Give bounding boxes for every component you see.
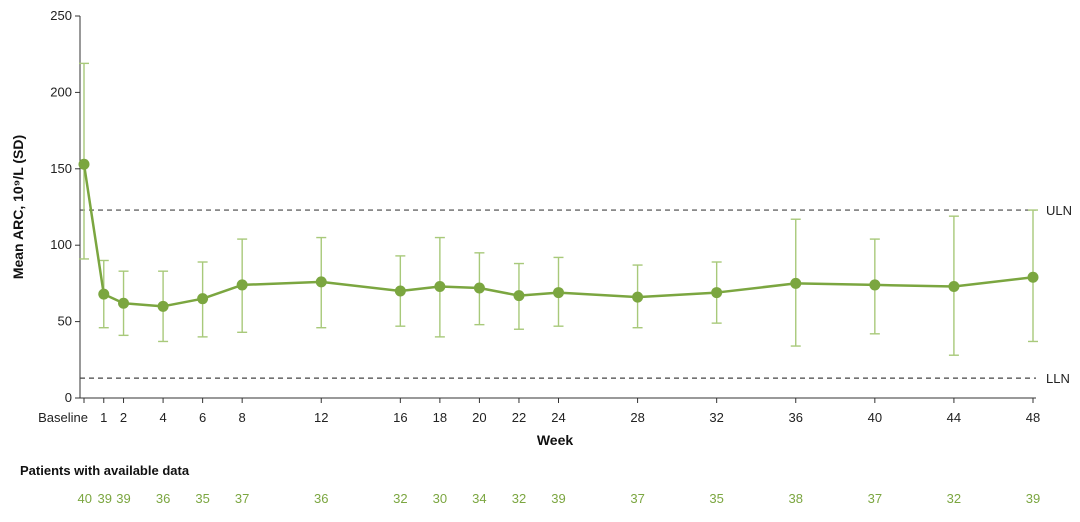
patient-count-12: 37 xyxy=(630,491,644,506)
data-point-13 xyxy=(711,287,723,299)
patient-count-17: 39 xyxy=(1026,491,1040,506)
patient-count-13: 35 xyxy=(709,491,723,506)
x-tick-label-9: 20 xyxy=(472,410,486,425)
y-tick-label-0: 0 xyxy=(65,390,72,405)
y-axis-title: Mean ARC, 10⁹/L (SD) xyxy=(10,135,26,279)
data-point-7 xyxy=(394,285,406,297)
ref-label-uln: ULN xyxy=(1046,203,1072,218)
x-tick-label-7: 16 xyxy=(393,410,407,425)
x-tick-label-11: 24 xyxy=(551,410,565,425)
x-axis: Baseline 1 2 4 6 8 12 16 18 20 22 24 28 32 36 40 44 48 xyxy=(38,397,1040,425)
data-point-5 xyxy=(236,279,248,291)
data-point-0 xyxy=(78,158,90,170)
data-point-14 xyxy=(790,277,802,289)
patient-count-6: 36 xyxy=(314,491,328,506)
data-point-11 xyxy=(553,287,564,299)
series-line xyxy=(82,164,1034,308)
patient-count-3: 36 xyxy=(156,491,170,506)
x-tick-label-17: 48 xyxy=(1026,410,1040,425)
data-point-15 xyxy=(869,279,881,291)
data-point-6 xyxy=(315,276,327,288)
patient-count-2: 39 xyxy=(116,491,130,506)
error-bars xyxy=(79,62,1038,356)
y-axis: 0 50 100 150 200 250 xyxy=(50,8,81,405)
reference-lines: ULN LLN xyxy=(80,203,1072,386)
data-point-17 xyxy=(1027,271,1039,283)
x-tick-label-3: 4 xyxy=(159,410,166,425)
data-point-4 xyxy=(197,293,209,305)
x-tick-label-14: 36 xyxy=(789,410,803,425)
patient-count-14: 38 xyxy=(789,491,803,506)
x-tick-label-6: 12 xyxy=(314,410,328,425)
data-point-12 xyxy=(632,291,644,303)
patient-count-10: 32 xyxy=(512,491,526,506)
ref-label-lln: LLN xyxy=(1046,371,1070,386)
data-point-16 xyxy=(948,280,960,292)
data-point-10 xyxy=(513,290,525,302)
patient-count-16: 32 xyxy=(947,491,961,506)
patient-count-11: 39 xyxy=(551,491,565,506)
patient-count-8: 30 xyxy=(433,491,447,506)
x-tick-label-1: 1 xyxy=(100,410,107,425)
series-polyline xyxy=(82,164,1034,308)
patients-counts: 40 39 39 36 35 37 36 32 30 34 32 39 37 35 38 37 32 39 xyxy=(78,491,1041,506)
data-point-3 xyxy=(157,300,169,312)
data-points xyxy=(78,158,1039,312)
patient-count-15: 37 xyxy=(868,491,882,506)
x-tick-label-2: 2 xyxy=(120,410,127,425)
patient-count-7: 32 xyxy=(393,491,407,506)
x-tick-label-0: Baseline xyxy=(38,410,88,425)
x-tick-label-15: 40 xyxy=(868,410,882,425)
y-tick-label-1: 50 xyxy=(58,314,72,329)
x-tick-label-16: 44 xyxy=(947,410,961,425)
patients-title: Patients with available data xyxy=(20,463,190,478)
patient-count-1: 39 xyxy=(98,491,112,506)
patient-count-9: 34 xyxy=(472,491,486,506)
x-tick-label-13: 32 xyxy=(709,410,723,425)
y-tick-label-5: 250 xyxy=(50,8,72,23)
x-tick-label-10: 22 xyxy=(512,410,526,425)
x-tick-label-5: 8 xyxy=(239,410,246,425)
y-tick-label-4: 200 xyxy=(50,84,72,99)
patient-count-4: 35 xyxy=(195,491,209,506)
data-point-1 xyxy=(98,288,110,300)
y-tick-label-3: 150 xyxy=(50,161,72,176)
patient-count-5: 37 xyxy=(235,491,249,506)
data-point-9 xyxy=(473,282,485,294)
x-tick-label-8: 18 xyxy=(433,410,447,425)
data-point-8 xyxy=(434,280,446,292)
data-point-2 xyxy=(118,297,130,309)
patient-count-0: 40 xyxy=(78,491,92,506)
x-axis-title: Week xyxy=(537,432,574,448)
x-tick-label-12: 28 xyxy=(630,410,644,425)
y-tick-label-2: 100 xyxy=(50,237,72,252)
x-tick-label-4: 6 xyxy=(199,410,206,425)
